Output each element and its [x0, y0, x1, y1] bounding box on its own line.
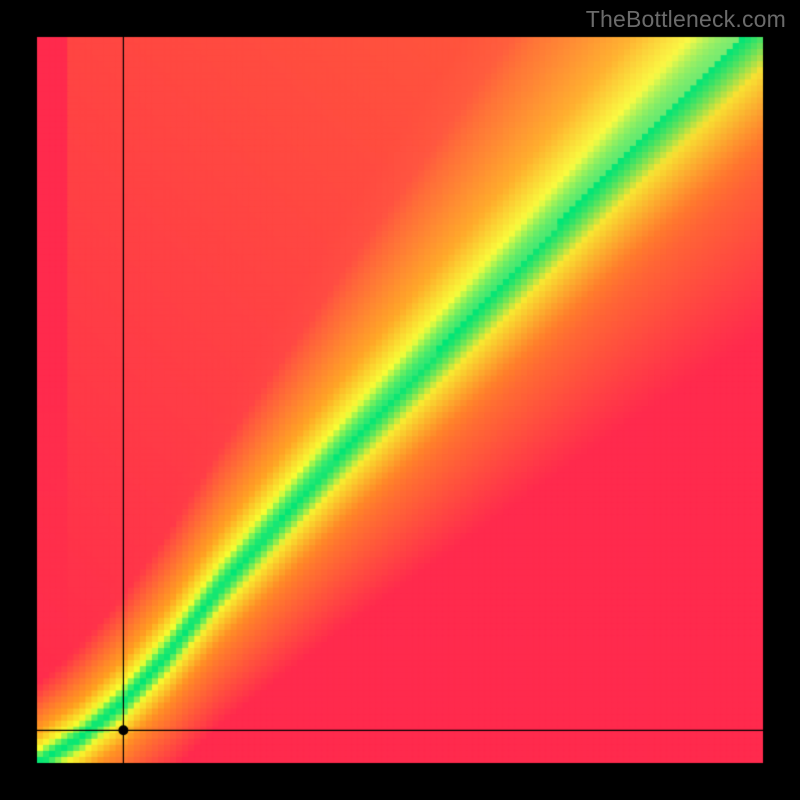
bottleneck-heatmap [0, 0, 800, 800]
chart-container: TheBottleneck.com [0, 0, 800, 800]
watermark-label: TheBottleneck.com [586, 6, 786, 33]
